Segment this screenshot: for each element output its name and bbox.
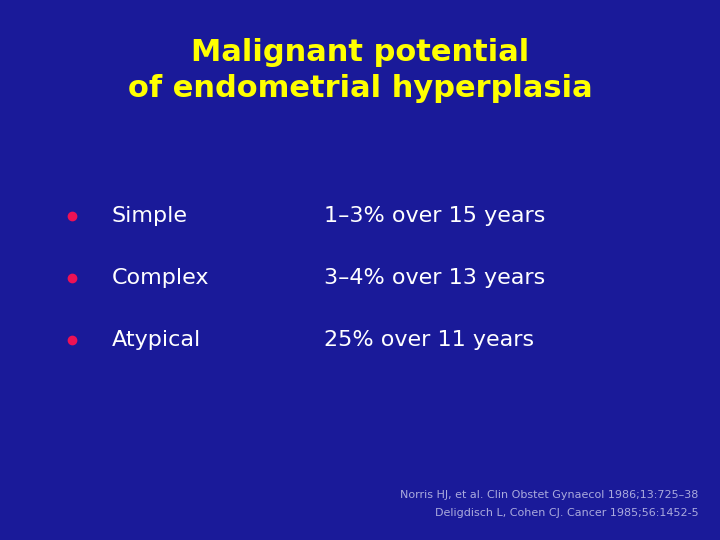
Text: Malignant potential
of endometrial hyperplasia: Malignant potential of endometrial hyper… bbox=[127, 38, 593, 103]
Text: 25% over 11 years: 25% over 11 years bbox=[324, 330, 534, 350]
Text: Deligdisch L, Cohen CJ. Cancer 1985;56:1452-5: Deligdisch L, Cohen CJ. Cancer 1985;56:1… bbox=[435, 508, 698, 518]
Text: Complex: Complex bbox=[112, 268, 209, 288]
Text: 3–4% over 13 years: 3–4% over 13 years bbox=[324, 268, 545, 288]
Text: 1–3% over 15 years: 1–3% over 15 years bbox=[324, 206, 545, 226]
Text: Atypical: Atypical bbox=[112, 330, 201, 350]
Text: Simple: Simple bbox=[112, 206, 188, 226]
Text: Norris HJ, et al. Clin Obstet Gynaecol 1986;13:725–38: Norris HJ, et al. Clin Obstet Gynaecol 1… bbox=[400, 489, 698, 500]
